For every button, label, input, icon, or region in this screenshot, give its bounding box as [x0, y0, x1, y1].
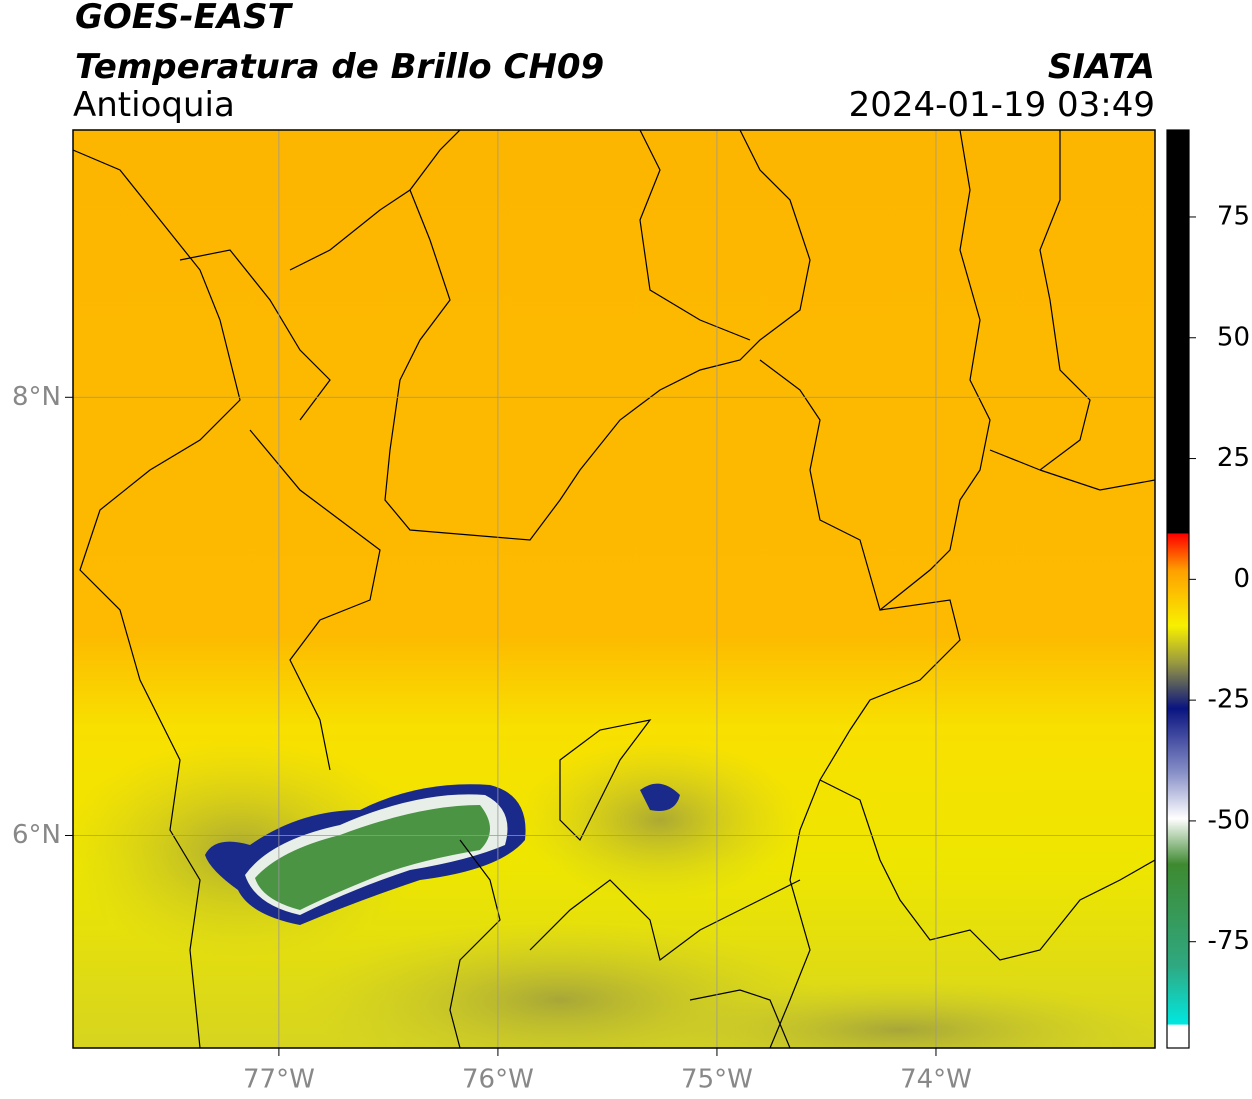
subtitle: Temperatura de Brillo CH09 [75, 47, 604, 87]
map-frame [72, 129, 1156, 1049]
x-tick-label: 77°W [243, 1065, 315, 1095]
colorbar-label: -75 [1208, 926, 1250, 956]
colorbar-label: 25 [1217, 443, 1250, 473]
region: Antioquia [73, 85, 235, 125]
source: SIATA [1048, 47, 1155, 87]
x-tick-label: 74°W [900, 1065, 972, 1095]
colorbar [1166, 129, 1190, 1049]
datetime: 2024-01-19 03:49 [849, 85, 1155, 125]
x-tick-label: 76°W [462, 1065, 534, 1095]
map-field [73, 130, 1155, 1048]
x-tick-label: 75°W [681, 1065, 753, 1095]
colorbar-label: -50 [1208, 805, 1250, 835]
colorbar-label: -25 [1208, 685, 1250, 715]
y-tick-label: 6°N [12, 820, 61, 850]
colorbar-label: 75 [1217, 201, 1250, 231]
title: GOES-EAST [75, 0, 294, 37]
colorbar-label: 50 [1217, 322, 1250, 352]
y-tick-label: 8°N [12, 382, 61, 412]
colorbar-label: 0 [1233, 564, 1250, 594]
